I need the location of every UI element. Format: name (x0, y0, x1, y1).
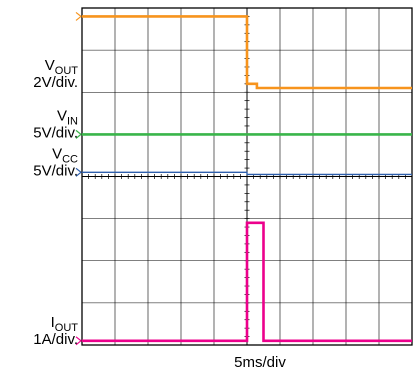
plot-frame (81, 7, 413, 346)
trace-iout (82, 221, 412, 343)
channel-name-vin: VIN (57, 107, 78, 127)
channel-scale-vin: 5V/div. (33, 124, 78, 141)
channel-marker-vcc (75, 167, 82, 177)
channel-marker-vin (75, 129, 82, 139)
channel-labels: VOUT2V/div.VIN5V/div.VCC5V/div.IOUT1A/di… (33, 57, 78, 348)
trace-vcc (82, 171, 412, 176)
channel-name-iout: IOUT (51, 314, 79, 334)
channel-scale-iout: 1A/div. (33, 331, 78, 348)
trace-vout (82, 15, 412, 90)
channel-name-vcc: VCC (52, 145, 78, 165)
channel-marker-iout (75, 336, 82, 346)
channel-name-vout: VOUT (45, 57, 79, 77)
channel-scale-vout: 2V/div. (33, 74, 78, 91)
channel-scale-vcc: 5V/div. (33, 162, 78, 179)
traces (75, 11, 412, 346)
channel-marker-vout (75, 11, 82, 21)
time-scale-label: 5ms/div (234, 354, 286, 371)
